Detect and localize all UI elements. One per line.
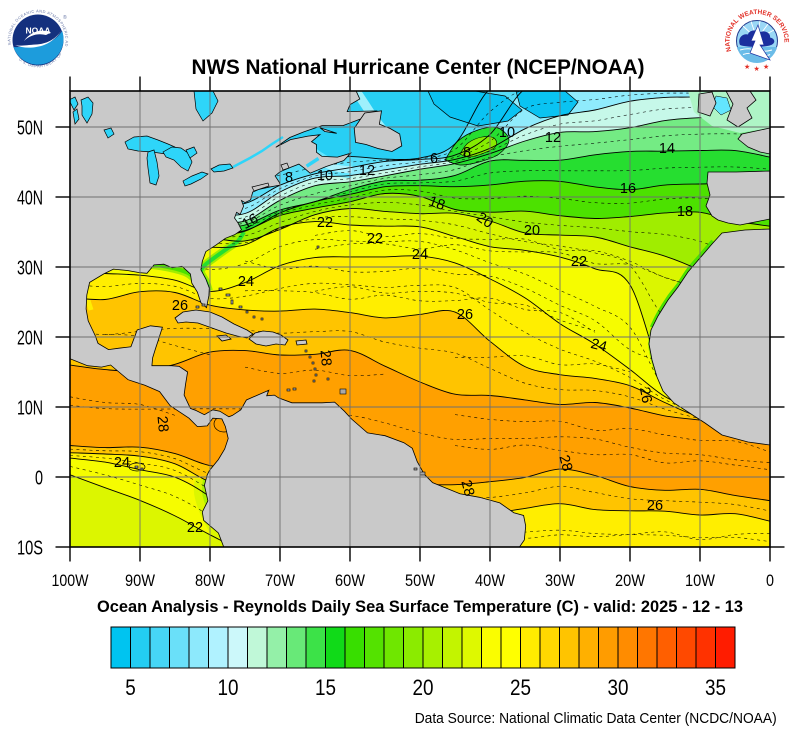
svg-text:NOAA: NOAA: [25, 26, 50, 36]
svg-text:Ocean Analysis - Reynolds Dail: Ocean Analysis - Reynolds Daily Sea Surf…: [97, 598, 743, 616]
svg-text:Data Source: National Climatic: Data Source: National Climatic Data Cent…: [415, 710, 777, 727]
svg-text:24: 24: [589, 336, 609, 356]
svg-text:50W: 50W: [405, 571, 435, 590]
svg-text:22: 22: [571, 254, 587, 270]
svg-text:26: 26: [647, 498, 663, 514]
svg-text:18: 18: [677, 204, 693, 220]
svg-text:★: ★: [754, 65, 760, 73]
svg-text:22: 22: [367, 231, 383, 247]
svg-text:★: ★: [763, 63, 769, 71]
svg-text:10W: 10W: [685, 571, 715, 590]
svg-text:14: 14: [659, 141, 675, 157]
svg-text:30W: 30W: [545, 571, 575, 590]
svg-text:70W: 70W: [265, 571, 295, 590]
svg-text:®: ®: [63, 14, 67, 21]
svg-text:18: 18: [426, 194, 447, 215]
svg-text:60W: 60W: [335, 571, 365, 590]
svg-text:8: 8: [463, 145, 471, 161]
svg-text:40N: 40N: [17, 187, 43, 209]
svg-text:22: 22: [187, 520, 203, 536]
svg-text:28: 28: [317, 349, 334, 366]
svg-text:28: 28: [154, 415, 171, 432]
svg-text:5: 5: [125, 675, 136, 700]
svg-text:25: 25: [510, 675, 531, 700]
svg-text:30: 30: [608, 675, 629, 700]
svg-text:20: 20: [413, 675, 434, 700]
svg-text:22: 22: [317, 215, 333, 231]
svg-text:24: 24: [238, 274, 254, 290]
svg-text:16: 16: [239, 211, 261, 233]
svg-text:26: 26: [457, 307, 473, 323]
svg-text:12: 12: [545, 130, 561, 146]
svg-text:0: 0: [766, 571, 774, 590]
svg-text:100W: 100W: [52, 571, 89, 590]
svg-text:0: 0: [35, 467, 43, 489]
svg-text:20: 20: [473, 209, 495, 231]
svg-text:28: 28: [457, 478, 477, 498]
svg-text:10S: 10S: [17, 537, 43, 559]
svg-text:12: 12: [359, 163, 375, 179]
svg-text:26: 26: [172, 298, 188, 314]
svg-text:8: 8: [285, 170, 293, 186]
svg-text:30N: 30N: [17, 257, 43, 279]
svg-text:15: 15: [315, 675, 336, 700]
svg-text:50N: 50N: [17, 117, 43, 139]
svg-text:NWS National Hurricane Center: NWS National Hurricane Center (NCEP/NOAA…: [192, 56, 645, 79]
svg-text:20W: 20W: [615, 571, 645, 590]
svg-text:24: 24: [412, 247, 428, 263]
svg-text:10N: 10N: [17, 397, 43, 419]
svg-text:10: 10: [317, 168, 333, 184]
svg-text:40W: 40W: [475, 571, 505, 590]
svg-text:35: 35: [705, 675, 726, 700]
svg-text:★: ★: [744, 63, 750, 71]
svg-text:28: 28: [555, 453, 575, 473]
svg-text:10: 10: [499, 125, 515, 141]
svg-text:6: 6: [430, 151, 438, 167]
svg-text:26: 26: [636, 386, 655, 405]
svg-text:20N: 20N: [17, 327, 43, 349]
svg-text:24: 24: [114, 455, 130, 471]
svg-text:20: 20: [524, 223, 540, 239]
svg-text:80W: 80W: [195, 571, 225, 590]
svg-text:10: 10: [218, 675, 239, 700]
svg-text:16: 16: [620, 181, 636, 197]
svg-text:90W: 90W: [125, 571, 155, 590]
